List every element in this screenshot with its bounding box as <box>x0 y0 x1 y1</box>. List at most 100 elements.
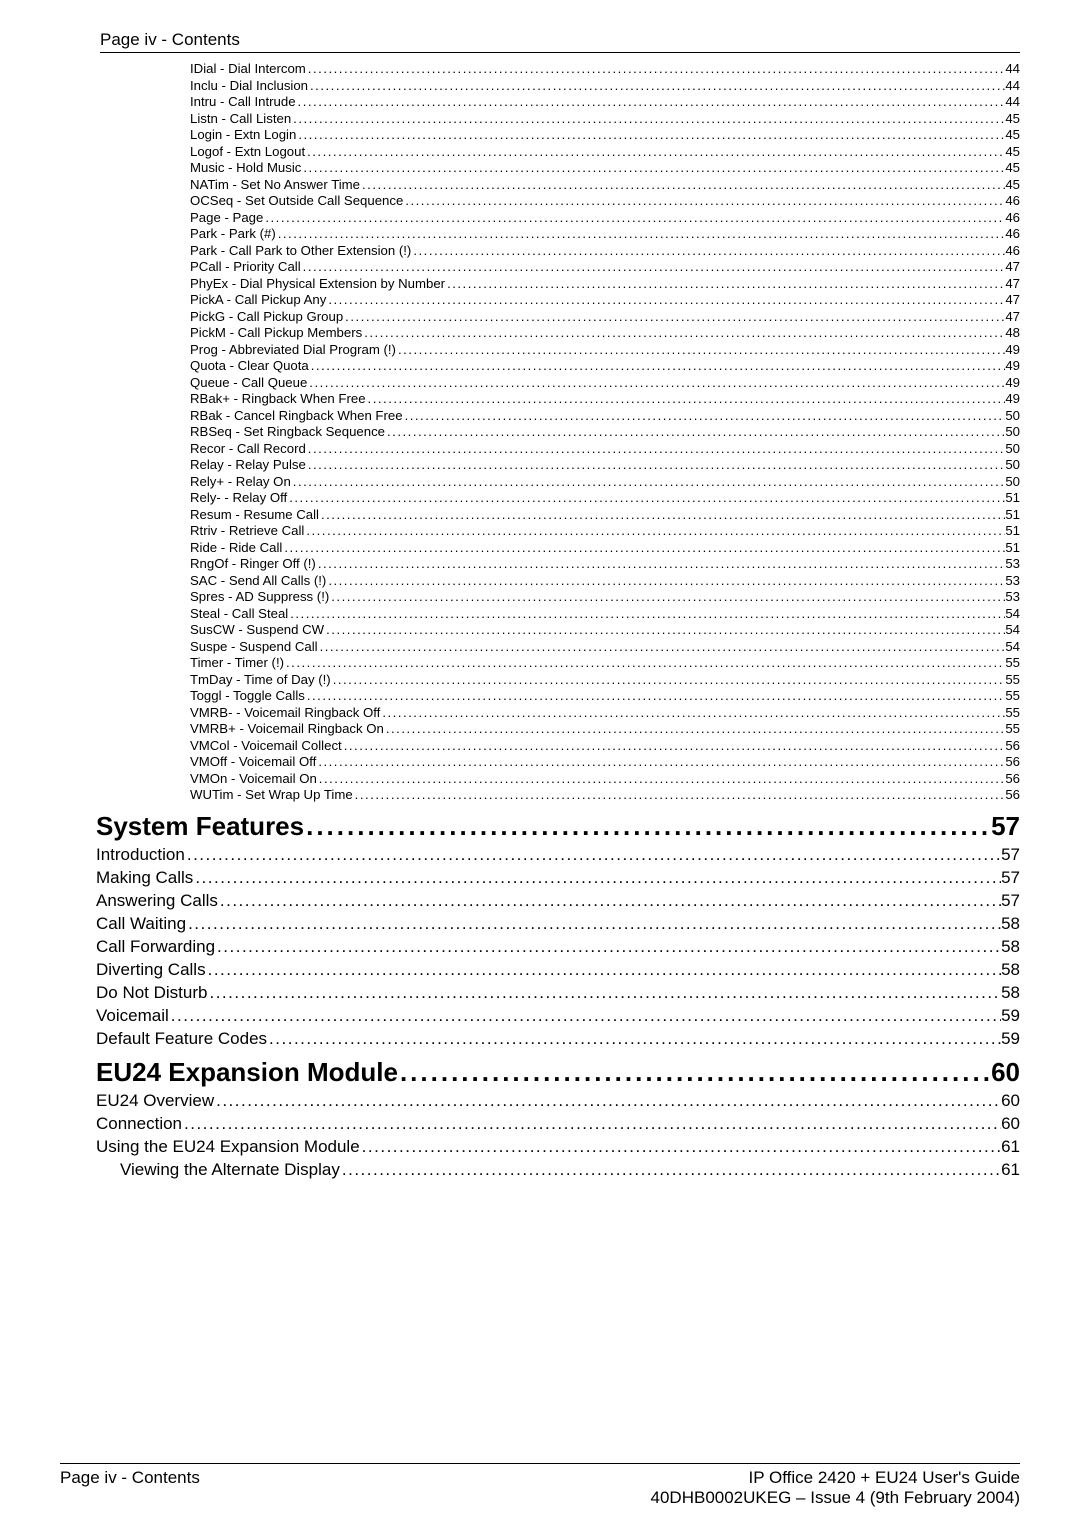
toc-row: Rely- - Relay Off ......................… <box>190 490 1020 507</box>
toc-page: 45 <box>1005 144 1020 161</box>
toc-label: Quota - Clear Quota <box>190 358 309 375</box>
toc-row: OCSeq - Set Outside Call Sequence ......… <box>190 193 1020 210</box>
toc-label: VMRB- - Voicemail Ringback Off <box>190 705 380 722</box>
toc-page: 54 <box>1005 622 1020 639</box>
toc-page: 57 <box>991 810 1020 843</box>
toc-dots: ........................................… <box>316 754 1005 771</box>
toc-label: VMOn - Voicemail On <box>190 771 317 788</box>
toc-label: PickG - Call Pickup Group <box>190 309 343 326</box>
toc-dots: ........................................… <box>319 507 1005 524</box>
toc-dots: ........................................… <box>182 1112 1001 1135</box>
toc-label: Inclu - Dial Inclusion <box>190 78 308 95</box>
toc-row: Prog - Abbreviated Dial Program (!) ....… <box>190 342 1020 359</box>
toc-row: Steal - Call Steal......................… <box>190 606 1020 623</box>
toc-dots: ........................................… <box>360 177 1005 194</box>
toc-page: 58 <box>1001 958 1020 981</box>
toc-row: Viewing the Alternate Display ..........… <box>120 1158 1020 1181</box>
toc-dots: ........................................… <box>206 958 1001 981</box>
toc-dots: ........................................… <box>304 523 1005 540</box>
toc-dots: ........................................… <box>306 441 1006 458</box>
toc-label: NATim - Set No Answer Time <box>190 177 360 194</box>
toc-dots: ........................................… <box>411 243 1005 260</box>
toc-dots: ........................................… <box>306 61 1006 78</box>
footer: Page iv - Contents IP Office 2420 + EU24… <box>60 1463 1020 1508</box>
toc-row: Queue - Call Queue .....................… <box>190 375 1020 392</box>
toc-dots: ........................................… <box>342 738 1006 755</box>
toc-dots: ........................................… <box>291 111 1005 128</box>
toc-row: Logof - Extn Logout ....................… <box>190 144 1020 161</box>
toc-label: Recor - Call Record <box>190 441 306 458</box>
toc-label: Listn - Call Listen <box>190 111 291 128</box>
toc-label: Park - Park (#) <box>190 226 276 243</box>
toc-row: Do Not Disturb .........................… <box>96 981 1020 1004</box>
toc-label: Login - Extn Login <box>190 127 296 144</box>
toc-label: Connection <box>96 1112 182 1135</box>
toc-dots: ........................................… <box>218 889 1001 912</box>
toc-label: OCSeq - Set Outside Call Sequence <box>190 193 403 210</box>
toc-dots: ........................................… <box>331 672 1006 689</box>
toc-page: 54 <box>1005 639 1020 656</box>
toc-label: Rely- - Relay Off <box>190 490 287 507</box>
toc-dots: ........................................… <box>309 358 1006 375</box>
toc-dots: ........................................… <box>301 160 1005 177</box>
toc-page: 59 <box>1001 1027 1020 1050</box>
toc-row: SusCW - Suspend CW......................… <box>190 622 1020 639</box>
toc-row: RBak+ - Ringback When Free .............… <box>190 391 1020 408</box>
toc-label: EU24 Expansion Module <box>96 1056 398 1089</box>
toc-dots: ........................................… <box>306 457 1006 474</box>
toc-row: Making Calls ...........................… <box>96 866 1020 889</box>
toc-label: PickM - Call Pickup Members <box>190 325 362 342</box>
toc-dots: ........................................… <box>366 391 1006 408</box>
toc-page: 51 <box>1005 540 1020 557</box>
toc-dots: ........................................… <box>169 1004 1001 1027</box>
toc-page: 55 <box>1005 672 1020 689</box>
toc-row: Connection..............................… <box>96 1112 1020 1135</box>
toc-row: IDial - Dial Intercom...................… <box>190 61 1020 78</box>
toc-dots: ........................................… <box>326 573 1005 590</box>
toc-page: 51 <box>1005 523 1020 540</box>
toc-eu24-subitems: Viewing the Alternate Display ..........… <box>60 1158 1020 1181</box>
toc-row: Spres - AD Suppress (!) ................… <box>190 589 1020 606</box>
toc-label: RBak - Cancel Ringback When Free <box>190 408 403 425</box>
toc-label: Resum - Resume Call <box>190 507 319 524</box>
toc-label: SusCW - Suspend CW <box>190 622 324 639</box>
footer-right-line1: IP Office 2420 + EU24 User's Guide <box>749 1468 1020 1487</box>
toc-label: Call Waiting <box>96 912 186 935</box>
footer-right-line2: 40DHB0002UKEG – Issue 4 (9th February 20… <box>651 1488 1020 1508</box>
toc-dots: ........................................… <box>284 655 1005 672</box>
toc-label: Steal - Call Steal <box>190 606 288 623</box>
toc-dots: ........................................… <box>296 94 1006 111</box>
toc-dots: ........................................… <box>193 866 1001 889</box>
toc-label: VMRB+ - Voicemail Ringback On <box>190 721 384 738</box>
toc-dots: ........................................… <box>291 474 1006 491</box>
toc-row: Listn - Call Listen.....................… <box>190 111 1020 128</box>
toc-page: 46 <box>1005 210 1020 227</box>
toc-label: EU24 Overview <box>96 1089 214 1112</box>
toc-row: Page - Page.............................… <box>190 210 1020 227</box>
toc-row: Quota - Clear Quota ....................… <box>190 358 1020 375</box>
toc-dots: ........................................… <box>324 622 1005 639</box>
toc-page: 53 <box>1005 589 1020 606</box>
toc-page: 45 <box>1005 177 1020 194</box>
toc-label: Spres - AD Suppress (!) <box>190 589 329 606</box>
toc-row: VMRB+ - Voicemail Ringback On ..........… <box>190 721 1020 738</box>
toc-label: PickA - Call Pickup Any <box>190 292 326 309</box>
toc-page: 56 <box>1005 787 1020 804</box>
toc-label: Relay - Relay Pulse <box>190 457 306 474</box>
toc-dots: ........................................… <box>362 325 1005 342</box>
toc-page: 49 <box>1005 358 1020 375</box>
toc-page: 61 <box>1001 1158 1020 1181</box>
toc-row: Resum - Resume Call ....................… <box>190 507 1020 524</box>
toc-page: 56 <box>1005 754 1020 771</box>
toc-row: Using the EU24 Expansion Module ........… <box>96 1135 1020 1158</box>
toc-page: 60 <box>1001 1112 1020 1135</box>
header: Page iv - Contents <box>100 30 1020 53</box>
toc-dots: ........................................… <box>329 589 1005 606</box>
toc-label: IDial - Dial Intercom <box>190 61 306 78</box>
toc-row: Rtriv - Retrieve Call ..................… <box>190 523 1020 540</box>
toc-dots: ........................................… <box>340 1158 1001 1181</box>
toc-page: 49 <box>1005 391 1020 408</box>
toc-row: PickA - Call Pickup Any.................… <box>190 292 1020 309</box>
toc-label: Voicemail <box>96 1004 169 1027</box>
toc-page: 59 <box>1001 1004 1020 1027</box>
